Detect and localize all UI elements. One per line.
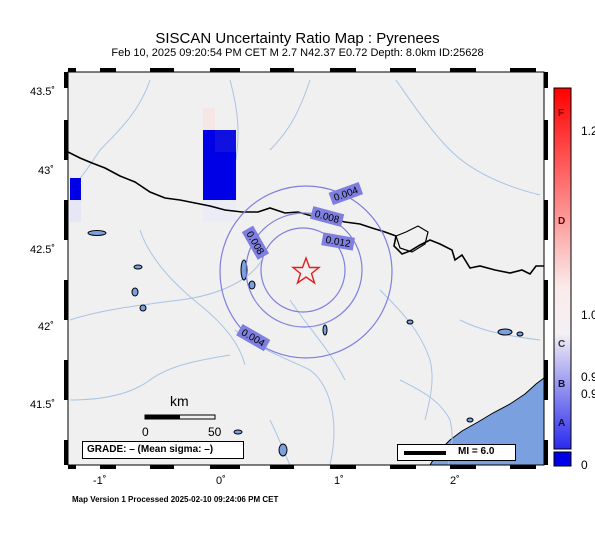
colorbar-value: 1.0 [581, 308, 595, 322]
latitude-label: 43˚ [38, 165, 54, 177]
land-area [68, 72, 544, 465]
uncertainty-cell [203, 200, 236, 222]
scale-bar [144, 414, 216, 420]
latitude-label: 43.5˚ [30, 86, 56, 98]
footer-note: Map Version 1 Processed 2025-02-10 09:24… [72, 495, 279, 504]
uncertainty-cell [215, 152, 236, 200]
longitude-label: 2˚ [450, 475, 460, 487]
frame-ticks [64, 68, 548, 469]
sea-area [429, 377, 544, 465]
uncertainty-cell [203, 108, 215, 130]
epicenter-star-icon [291, 255, 321, 285]
contour-label: 0.012 [325, 235, 352, 250]
uncertainty-cell [203, 130, 215, 200]
latitude-label: 42˚ [38, 321, 54, 333]
latitude-label: 41.5˚ [30, 399, 56, 411]
colorbar-value: 1.2 [581, 124, 595, 138]
colorbar-letter: C [558, 339, 566, 350]
lakes [87, 230, 524, 457]
grade-legend: GRADE: – (Mean sigma: –) [82, 441, 244, 459]
latitude-label: 42.5˚ [30, 244, 56, 256]
map-frame [67, 71, 545, 466]
uncertainty-cell [70, 178, 81, 200]
uncertainty-cell [70, 200, 81, 222]
colorbar-value: 0.9 [581, 387, 595, 401]
uncertainty-contours [219, 185, 393, 359]
scale-tick: 0 [142, 425, 149, 439]
andorra-border [395, 225, 429, 253]
event-info: Feb 10, 2025 09:20:54 PM CET M 2.7 N42.3… [111, 47, 484, 59]
map-title: SISCAN Uncertainty Ratio Map : Pyrenees [155, 30, 440, 47]
uncertainty-cell [215, 130, 236, 152]
longitude-label: 0˚ [216, 475, 226, 487]
mi-legend: MI = 6.0 [397, 444, 516, 461]
colorbar-letter: F [558, 108, 565, 119]
colorbar-letter: A [558, 418, 566, 429]
scale-unit: km [170, 393, 189, 409]
colorbar-nodata [553, 451, 572, 467]
longitude-label: 1˚ [334, 475, 344, 487]
colorbar-value: 0.9 [581, 370, 595, 384]
colorbar-value: 0 [581, 458, 588, 472]
scale-tick: 50 [208, 425, 222, 439]
national-border [68, 151, 544, 276]
colorbar [553, 87, 572, 450]
colorbar-letter: B [558, 379, 566, 390]
colorbar-letter: D [558, 216, 566, 227]
longitude-label: -1˚ [93, 475, 107, 487]
